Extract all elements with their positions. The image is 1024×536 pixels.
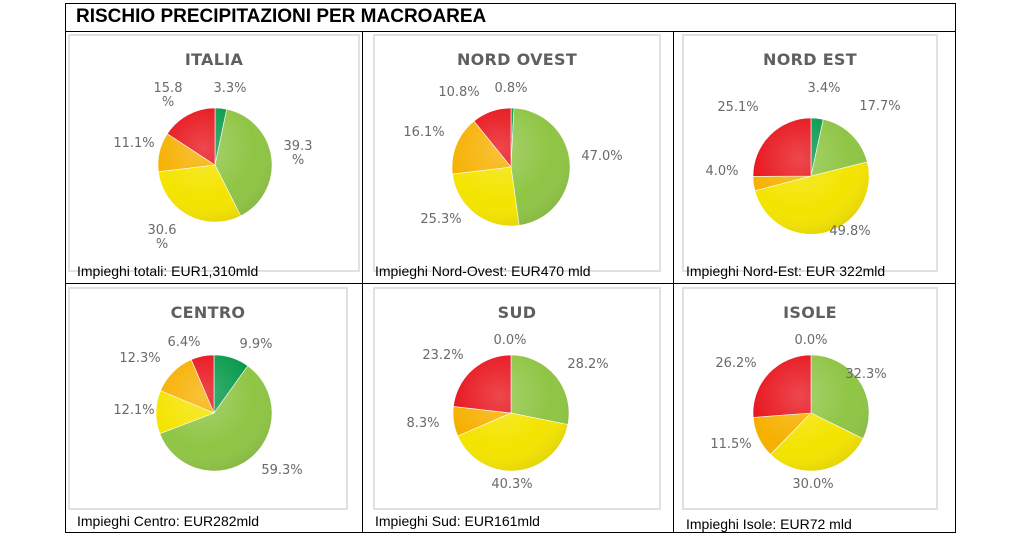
slice-label: 6.4% [167, 335, 200, 350]
slice-label: 0.0% [794, 333, 827, 348]
chart-caption-nord-est: Impieghi Nord-Est: EUR 322mld [686, 263, 886, 279]
slice-label: 10.8% [438, 85, 479, 100]
chart-caption-isole: Impieghi Isole: EUR72 mld [686, 516, 852, 532]
chart-title-nord-est: NORD EST [763, 50, 857, 69]
figure-frame [65, 3, 956, 533]
slice-label: 11.5% [710, 437, 751, 452]
slice-label: 0.8% [494, 81, 527, 96]
slice-label: 39.3% [284, 139, 313, 168]
chart-caption-nord-ovest: Impieghi Nord-Ovest: EUR470 mld [375, 263, 591, 279]
column-divider-1 [362, 31, 363, 533]
column-divider-2 [673, 31, 674, 533]
slice-label: 9.9% [239, 337, 272, 352]
slice-label: 0.0% [493, 333, 526, 348]
slice-label: 3.3% [213, 81, 246, 96]
pie-shading [753, 355, 869, 471]
pie-shading [156, 355, 272, 471]
slice-label: 12.1% [113, 403, 154, 418]
chart-caption-centro: Impieghi Centro: EUR282mld [77, 513, 260, 529]
slice-label: 8.3% [406, 416, 439, 431]
chart-title-isole: ISOLE [783, 303, 837, 322]
slice-label: 40.3% [491, 477, 532, 492]
slice-label: 16.1% [403, 125, 444, 140]
slice-label: 25.3% [420, 212, 461, 227]
pie-shading [452, 108, 570, 226]
slice-label: 15.8% [154, 81, 183, 110]
chart-caption-sud: Impieghi Sud: EUR161mld [375, 513, 540, 529]
slice-label: 26.2% [715, 356, 756, 371]
pie-shading [753, 118, 869, 234]
chart-caption-italia: Impieghi totali: EUR1,310mld [77, 263, 259, 279]
slice-label: 30.6% [148, 223, 177, 252]
title-divider [65, 31, 956, 32]
chart-title-italia: ITALIA [184, 50, 244, 69]
chart-title-nord-ovest: NORD OVEST [456, 50, 578, 69]
slice-label: 28.2% [567, 357, 608, 372]
slice-label: 25.1% [717, 100, 758, 115]
slice-label: 47.0% [581, 149, 622, 164]
slice-label: 30.0% [792, 477, 833, 492]
slice-label: 17.7% [859, 99, 900, 114]
row-divider [65, 283, 956, 284]
slice-label: 32.3% [845, 367, 886, 382]
pie-shading [453, 355, 569, 471]
chart-box-centro: CENTRO [68, 287, 348, 510]
pie-shading [158, 108, 272, 222]
slice-label: 3.4% [807, 81, 840, 96]
page-title: RISCHIO PRECIPITAZIONI PER MACROAREA [76, 6, 487, 27]
slice-label: 23.2% [422, 348, 463, 363]
slice-label: 4.0% [705, 164, 738, 179]
slice-label: 12.3% [119, 351, 160, 366]
chart-title-centro: CENTRO [170, 303, 246, 322]
slice-label: 49.8% [829, 224, 870, 239]
slice-label: 59.3% [261, 463, 302, 478]
slice-label: 11.1% [113, 136, 154, 151]
chart-title-sud: SUD [497, 303, 537, 322]
